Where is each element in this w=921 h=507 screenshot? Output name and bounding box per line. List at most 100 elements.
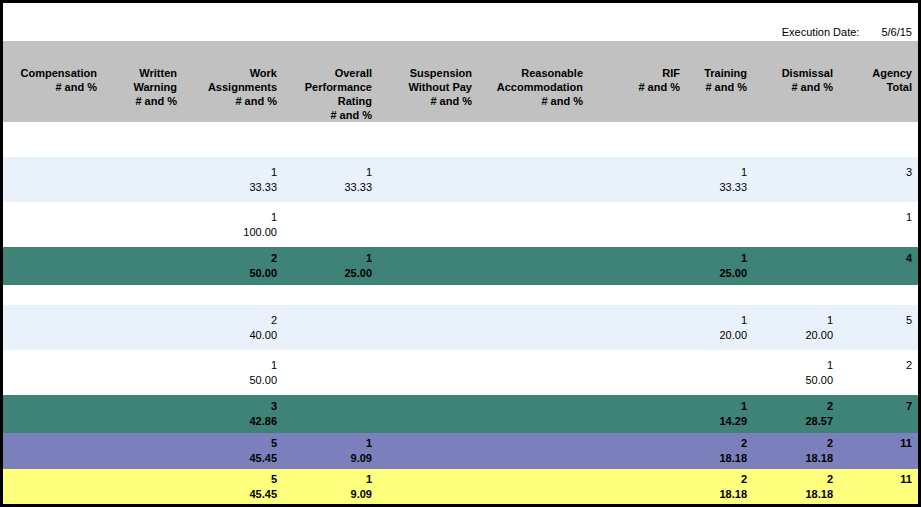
cell-percent: [478, 266, 583, 281]
column-header-line: Rating: [283, 94, 372, 108]
cell-count: 1: [753, 358, 833, 373]
table-cell-overall-performance-rating: 19.09: [283, 433, 378, 469]
cell-count: [753, 210, 833, 225]
cell-percent: [378, 266, 472, 281]
cell-count: [378, 210, 472, 225]
cell-percent: [103, 414, 177, 429]
cell-count: [283, 313, 372, 328]
cell-count: [686, 210, 747, 225]
column-header-overall-performance-rating: OverallPerformanceRating# and %: [283, 41, 378, 122]
cell-percent: [283, 328, 372, 343]
cell-percent: [478, 487, 583, 502]
cell-percent: 28.57: [753, 414, 833, 429]
cell-count: 2: [753, 472, 833, 487]
table-cell-work-assignments: 240.00: [183, 305, 283, 350]
cell-percent: 25.00: [686, 266, 747, 281]
cell-count: 1: [686, 313, 747, 328]
cell-percent: [3, 373, 97, 388]
cell-percent: [3, 487, 97, 502]
table-cell-rif: [589, 247, 686, 285]
cell-percent: [378, 451, 472, 466]
column-header-line: # and %: [686, 80, 747, 94]
cell-percent: [589, 414, 680, 429]
table-cell-agency-total: 3: [839, 157, 918, 202]
table-cell-rif: [589, 157, 686, 202]
cell-count: 1: [183, 165, 277, 180]
cell-count: [103, 251, 177, 266]
cell-count: [478, 399, 583, 414]
cell-count: [3, 472, 97, 487]
cell-percent: [589, 266, 680, 281]
cell-count: [589, 251, 680, 266]
cell-count: [753, 251, 833, 266]
cell-percent: 20.00: [753, 328, 833, 343]
cell-percent: 18.18: [753, 487, 833, 502]
column-header-line: Dismissal: [753, 66, 833, 80]
cell-count: 2: [753, 399, 833, 414]
cell-percent: [589, 373, 680, 388]
column-header-line: Training: [686, 66, 747, 80]
cell-percent: [3, 225, 97, 240]
cell-count: [3, 251, 97, 266]
cell-count: [3, 210, 97, 225]
cell-count: 2: [183, 251, 277, 266]
table-cell-rif: [589, 305, 686, 350]
table-cell-dismissal: 218.18: [753, 433, 839, 469]
cell-count: 1: [686, 399, 747, 414]
table-cell-dismissal: 218.18: [753, 469, 839, 504]
cell-count: 5: [183, 436, 277, 451]
cell-percent: [103, 451, 177, 466]
cell-percent: [839, 180, 912, 195]
execution-date-label: Execution Date:: [782, 26, 860, 38]
table-cell-suspension-without-pay: [378, 247, 478, 285]
cell-count: [478, 165, 583, 180]
cell-count: 3: [183, 399, 277, 414]
cell-percent: [478, 180, 583, 195]
table-cell-suspension-without-pay: [378, 433, 478, 469]
column-header-line: Warning: [103, 80, 177, 94]
column-header-line: # and %: [478, 94, 583, 108]
table-cell-overall-performance-rating: 133.33: [283, 157, 378, 202]
cell-percent: [103, 487, 177, 502]
table-row: 545.4519.09218.18218.1811: [3, 469, 918, 504]
cell-percent: 33.33: [183, 180, 277, 195]
cell-percent: [378, 328, 472, 343]
table-cell-overall-performance-rating: [283, 202, 378, 247]
column-header-line: # and %: [378, 94, 472, 108]
table-cell-agency-total: 4: [839, 247, 918, 285]
cell-count: 1: [283, 251, 372, 266]
cell-percent: [478, 414, 583, 429]
cell-count: [478, 251, 583, 266]
column-header-line: Suspension: [378, 66, 472, 80]
cell-count: [378, 165, 472, 180]
table-cell-overall-performance-rating: [283, 305, 378, 350]
cell-percent: 50.00: [183, 373, 277, 388]
table-cell-reasonable-accommodation: [478, 350, 589, 395]
cell-percent: [378, 414, 472, 429]
cell-count: [3, 399, 97, 414]
cell-percent: [478, 328, 583, 343]
table-cell-suspension-without-pay: [378, 350, 478, 395]
cell-percent: [589, 180, 680, 195]
table-cell-work-assignments: 1100.00: [183, 202, 283, 247]
table-cell-agency-total: 1: [839, 202, 918, 247]
cell-count: [283, 210, 372, 225]
cell-percent: [589, 328, 680, 343]
cell-percent: 50.00: [183, 266, 277, 281]
cell-count: 5: [183, 472, 277, 487]
table-cell-dismissal: 228.57: [753, 395, 839, 433]
cell-percent: [378, 373, 472, 388]
table-row: 1100.00 1: [3, 202, 918, 247]
cell-percent: [686, 373, 747, 388]
cell-percent: [753, 180, 833, 195]
table-cell-compensation: [3, 350, 103, 395]
cell-percent: 18.18: [686, 451, 747, 466]
column-header-line: Compensation: [3, 66, 97, 80]
column-header-agency-total: AgencyTotal: [839, 41, 918, 122]
cell-count: 2: [686, 436, 747, 451]
table-row: 150.00150.002: [3, 350, 918, 395]
cell-count: [3, 436, 97, 451]
cell-percent: [103, 266, 177, 281]
column-header-line: Work: [183, 66, 277, 80]
table-cell-work-assignments: 250.00: [183, 247, 283, 285]
